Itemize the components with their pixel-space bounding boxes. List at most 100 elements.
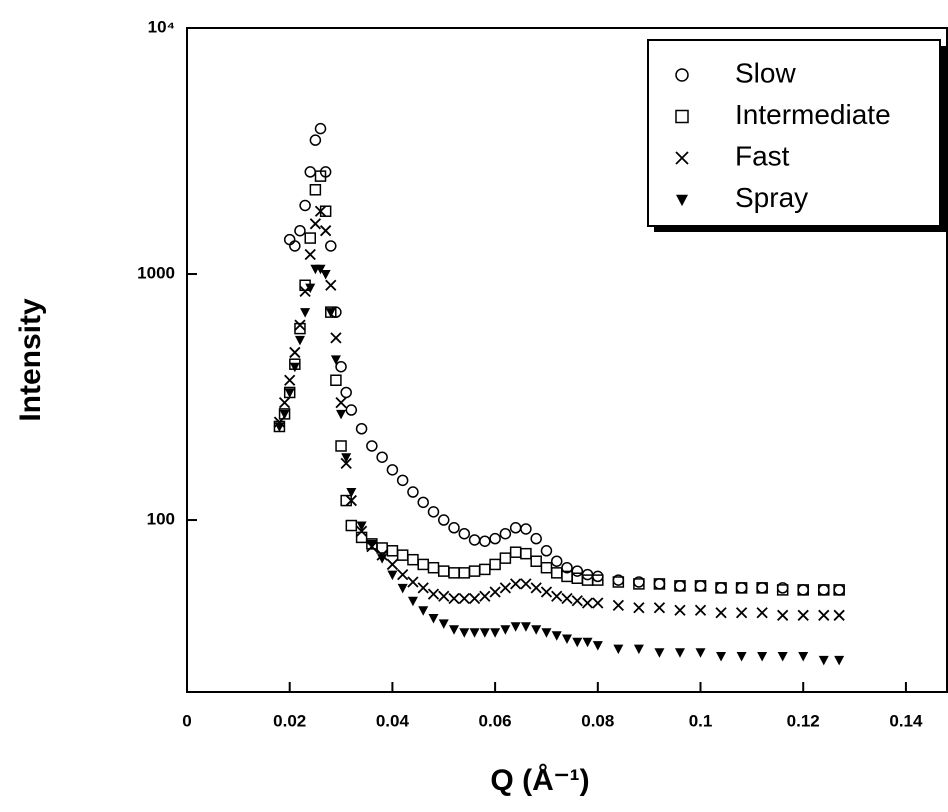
marker (490, 628, 501, 638)
y-tick-label: 10⁴ (148, 17, 175, 36)
marker (335, 360, 347, 373)
marker (386, 464, 399, 476)
marker (294, 322, 306, 335)
marker (716, 652, 727, 662)
marker (592, 597, 604, 609)
marker (396, 474, 409, 487)
marker (633, 578, 645, 590)
marker (325, 240, 337, 252)
marker (438, 619, 449, 629)
marker (468, 534, 481, 546)
marker (551, 590, 563, 602)
marker (500, 625, 511, 635)
marker (520, 547, 532, 560)
marker (833, 584, 845, 596)
marker (675, 68, 689, 82)
marker (397, 583, 408, 594)
marker (541, 628, 552, 638)
marker (355, 525, 368, 537)
marker (675, 109, 689, 124)
marker (676, 194, 688, 207)
marker (294, 335, 305, 346)
marker (818, 584, 830, 596)
x-tick-label: 0.04 (376, 711, 410, 730)
marker (674, 648, 685, 658)
marker (387, 570, 398, 581)
marker (715, 582, 727, 594)
marker (448, 592, 460, 605)
marker (756, 582, 768, 594)
marker (818, 655, 829, 666)
marker (510, 578, 522, 590)
plot-frame (186, 27, 948, 693)
marker (531, 625, 542, 635)
marker (407, 553, 419, 566)
marker (299, 199, 311, 212)
marker (284, 374, 296, 386)
marker (283, 233, 296, 246)
marker (438, 590, 450, 602)
marker (540, 545, 553, 557)
marker (798, 652, 809, 662)
marker (653, 602, 666, 614)
marker (530, 555, 542, 567)
marker (438, 514, 450, 526)
marker (417, 496, 429, 509)
marker (818, 609, 830, 621)
marker (834, 655, 845, 666)
marker (612, 576, 625, 588)
marker (797, 584, 809, 596)
marker (417, 558, 429, 571)
marker (561, 592, 573, 605)
marker (571, 595, 583, 607)
marker (520, 622, 531, 632)
marker (314, 205, 327, 217)
legend-label: Slow (735, 57, 796, 88)
marker (289, 362, 300, 373)
marker (346, 488, 357, 498)
marker (330, 355, 341, 365)
marker (427, 561, 440, 574)
marker (289, 346, 301, 359)
marker (530, 532, 542, 545)
marker (304, 232, 316, 244)
marker (428, 613, 439, 624)
marker (581, 597, 594, 609)
marker (386, 545, 399, 557)
marker (341, 453, 352, 463)
marker (633, 602, 645, 614)
marker (468, 592, 481, 605)
marker (407, 486, 419, 498)
y-tick-label: 1000 (137, 264, 175, 283)
marker (509, 522, 522, 534)
marker (695, 648, 706, 658)
marker (376, 451, 388, 463)
x-tick-label: 0.1 (689, 711, 713, 730)
marker (315, 264, 326, 275)
marker (325, 279, 337, 291)
marker (345, 494, 357, 507)
marker (448, 522, 460, 534)
legend (647, 39, 941, 227)
marker (458, 567, 471, 579)
marker (653, 578, 666, 590)
x-tick-label: 0.12 (787, 711, 820, 730)
marker (396, 549, 409, 561)
legend-label: Intermediate (735, 99, 891, 130)
marker (674, 604, 686, 616)
marker (757, 652, 768, 662)
marker (694, 580, 707, 592)
x-tick-label: 0.02 (273, 711, 306, 730)
marker (572, 637, 583, 648)
marker (756, 607, 768, 619)
y-tick-label: 100 (147, 510, 175, 529)
marker (479, 535, 491, 547)
marker (304, 166, 316, 178)
marker (314, 122, 327, 135)
marker (340, 494, 352, 507)
marker (489, 586, 501, 598)
marker (469, 628, 480, 638)
marker (355, 422, 368, 435)
marker (335, 397, 347, 409)
marker (540, 586, 553, 598)
